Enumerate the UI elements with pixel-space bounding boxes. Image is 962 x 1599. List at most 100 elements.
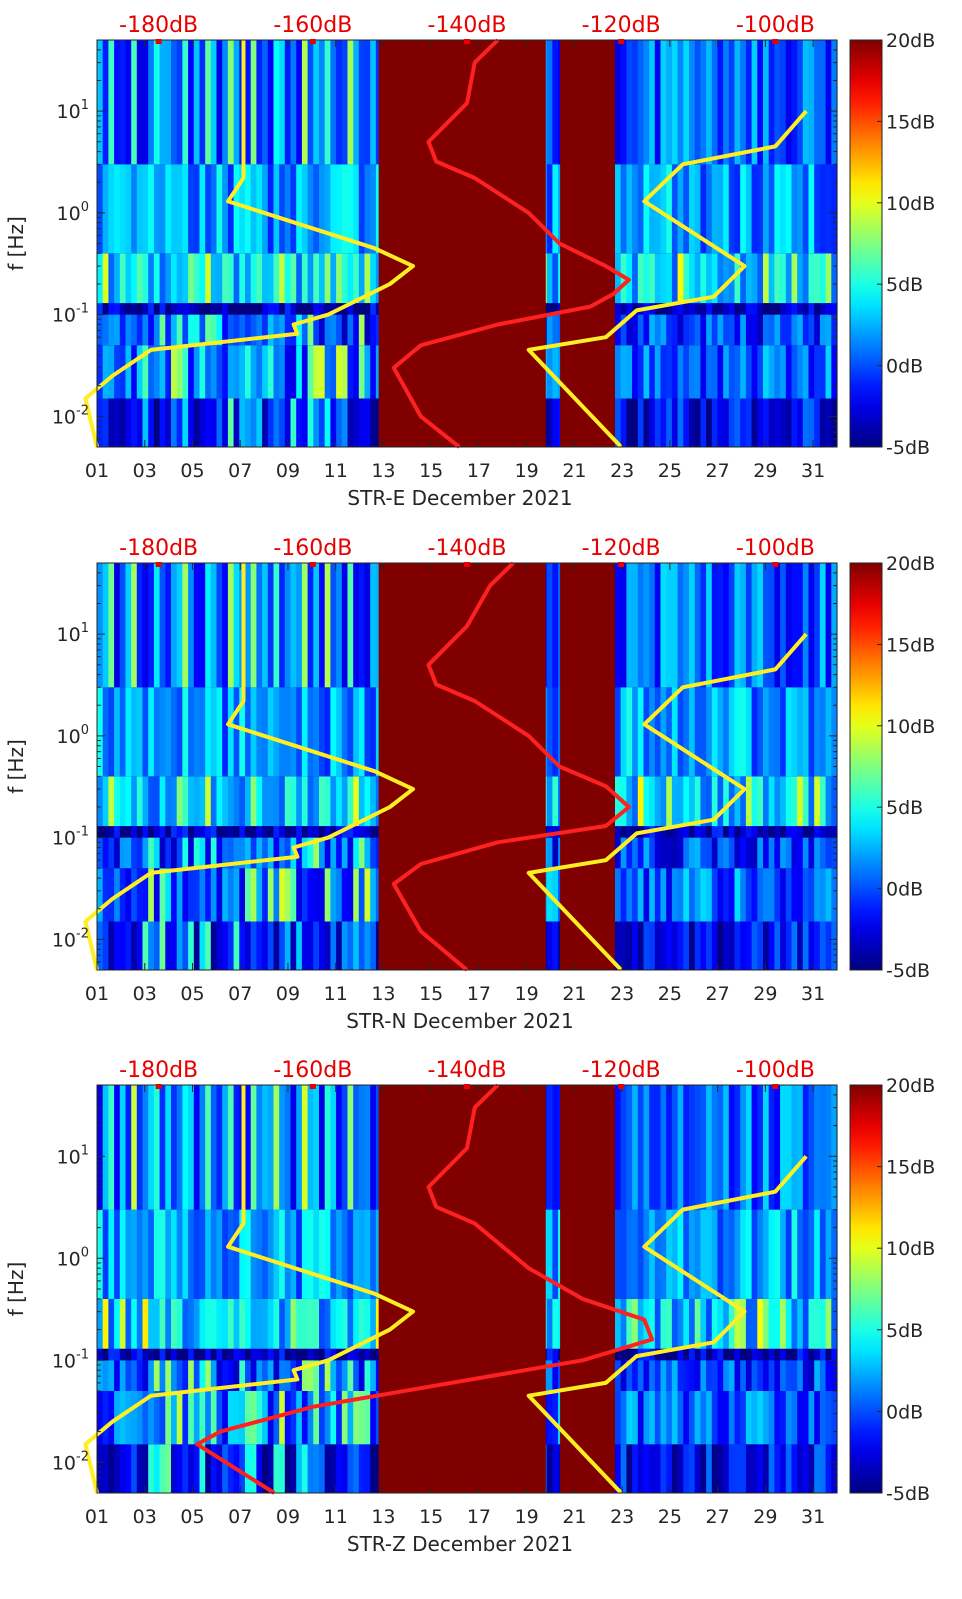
heatmap-cell — [136, 1209, 144, 1299]
heatmap-cell — [666, 868, 673, 922]
heatmap-cell — [626, 164, 633, 254]
heatmap-cell — [689, 1209, 696, 1299]
heatmap-cell — [546, 826, 553, 838]
heatmap-cell — [307, 868, 314, 922]
heatmap-cell — [222, 1348, 229, 1361]
heatmap-cell — [97, 687, 104, 777]
heatmap-cell — [347, 40, 354, 165]
heatmap-cell — [307, 40, 314, 165]
heatmap-cell — [717, 1209, 724, 1299]
x-tick-label: 01 — [85, 460, 109, 482]
heatmap-cell — [136, 868, 144, 922]
heatmap-cell — [768, 1391, 775, 1445]
heatmap-cell — [336, 314, 343, 346]
heatmap-cell — [370, 164, 377, 254]
y-axis-label: f [Hz] — [4, 216, 28, 271]
heatmap-cell — [136, 776, 144, 827]
heatmap-cell — [671, 837, 679, 869]
heatmap-cell — [683, 687, 690, 777]
heatmap-cell — [717, 1348, 724, 1361]
heatmap-cell — [774, 398, 781, 447]
heatmap-cell — [689, 1085, 696, 1210]
heatmap-cell — [199, 345, 206, 399]
colorbar-tick-label: 20dB — [886, 553, 935, 575]
heatmap-cell — [125, 253, 132, 304]
heatmap-cell — [97, 1298, 104, 1349]
heatmap-cell — [262, 164, 269, 254]
heatmap-cell — [296, 253, 303, 304]
heatmap-cell — [683, 314, 690, 346]
heatmap-cell — [210, 1360, 218, 1391]
heatmap-cell — [313, 1298, 320, 1349]
heatmap-cell — [745, 563, 753, 688]
heatmap-cell — [119, 563, 127, 688]
heatmap-cell — [216, 398, 223, 447]
heatmap-cell — [102, 1360, 109, 1391]
heatmap-cell — [763, 1444, 770, 1493]
heatmap-cell — [227, 1360, 235, 1391]
heatmap-cell — [307, 563, 314, 688]
heatmap-cell — [808, 1360, 815, 1391]
heatmap-cell — [745, 1298, 753, 1349]
heatmap-cell — [785, 563, 793, 688]
heatmap-cell — [284, 1391, 292, 1445]
heatmap-cell — [245, 1360, 252, 1391]
heatmap-cell — [677, 687, 684, 777]
heatmap-cell — [279, 1360, 286, 1391]
heatmap-cell — [188, 1209, 195, 1299]
heatmap-cell — [734, 1209, 741, 1299]
heatmap-cell — [97, 303, 104, 315]
heatmap-cell — [717, 868, 724, 922]
heatmap-cell — [825, 1085, 832, 1210]
heatmap-cell — [108, 1298, 115, 1349]
heatmap-cell — [768, 1444, 775, 1493]
heatmap-cell — [632, 253, 639, 304]
heatmap-cell — [171, 1085, 178, 1210]
heatmap-cell — [819, 1209, 827, 1299]
heatmap-cell — [125, 868, 132, 922]
heatmap-cell — [671, 1391, 679, 1445]
heatmap-cell — [353, 303, 360, 315]
heatmap-cell — [666, 314, 673, 346]
heatmap-cell — [370, 40, 377, 165]
heatmap-cell — [108, 345, 115, 399]
heatmap-cell — [307, 1209, 314, 1299]
heatmap-cell — [654, 776, 662, 827]
heatmap-cell — [353, 1348, 360, 1361]
heatmap-cell — [785, 314, 793, 346]
heatmap-cell — [774, 921, 781, 970]
x-tick-label: 13 — [371, 983, 395, 1005]
heatmap-cell — [182, 1209, 189, 1299]
heatmap-cell — [637, 1391, 645, 1445]
heatmap-cell — [119, 164, 127, 254]
heatmap-cell — [740, 1360, 747, 1391]
heatmap-cell — [284, 164, 292, 254]
heatmap-cell — [227, 1298, 235, 1349]
heatmap-cell — [711, 345, 719, 399]
heatmap-cell — [125, 164, 132, 254]
heatmap-cell — [296, 1360, 303, 1391]
heatmap-cell — [757, 398, 764, 447]
heatmap-cell — [114, 826, 121, 838]
db-axis-label: -140dB — [428, 1058, 507, 1083]
heatmap-cell — [802, 1085, 810, 1210]
heatmap-cell — [182, 687, 189, 777]
heatmap-cell — [188, 826, 195, 838]
heatmap-cell — [319, 868, 326, 922]
heatmap-cell — [546, 1360, 553, 1391]
heatmap-cell — [763, 345, 770, 399]
heatmap-cell — [267, 837, 275, 869]
y-tick-label: 101 — [57, 1143, 89, 1168]
heatmap-cell — [683, 1360, 690, 1391]
heatmap-cell — [711, 314, 719, 346]
heatmap-cell — [683, 921, 690, 970]
heatmap-cell — [296, 40, 303, 165]
db-axis-label: -160dB — [273, 13, 352, 38]
heatmap-cell — [546, 921, 553, 970]
heatmap-cell — [745, 1348, 753, 1361]
heatmap-cell — [831, 868, 838, 922]
heatmap-cell — [751, 314, 758, 346]
heatmap-cell — [199, 837, 206, 869]
heatmap-cell — [757, 164, 764, 254]
heatmap-cell — [757, 687, 764, 777]
